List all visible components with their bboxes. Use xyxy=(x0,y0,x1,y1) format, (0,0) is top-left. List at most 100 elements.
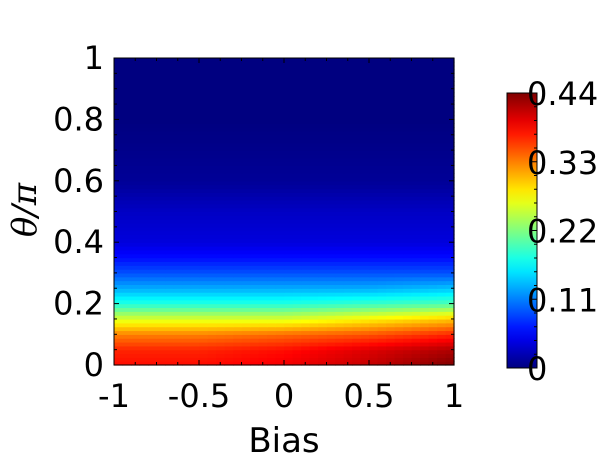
heatmap-cell xyxy=(224,280,234,286)
heatmap-cell xyxy=(309,130,319,136)
heatmap-cell xyxy=(377,334,387,339)
heatmap-cell xyxy=(224,58,234,63)
heatmap-cell xyxy=(437,361,447,366)
heatmap-cell xyxy=(343,272,353,278)
heatmap-cell xyxy=(420,345,430,351)
heatmap-cell xyxy=(165,211,175,216)
heatmap-cell xyxy=(207,261,217,266)
heatmap-cell xyxy=(445,295,455,301)
heatmap-cell xyxy=(343,153,353,159)
heatmap-cell xyxy=(377,292,387,297)
heatmap-cell xyxy=(173,111,183,117)
heatmap-cell xyxy=(386,334,396,339)
heatmap-cell xyxy=(122,104,132,109)
heatmap-cell xyxy=(182,334,192,339)
heatmap-cell xyxy=(241,334,251,339)
heatmap-cell xyxy=(301,330,311,335)
heatmap-cell xyxy=(411,246,421,251)
heatmap-cell xyxy=(343,92,353,97)
heatmap-cell xyxy=(352,100,362,105)
heatmap-cell xyxy=(258,192,268,197)
heatmap-cell xyxy=(428,157,438,163)
heatmap-cell xyxy=(114,215,124,220)
heatmap-cell xyxy=(224,341,234,347)
heatmap-cell xyxy=(394,219,404,224)
heatmap-cell xyxy=(335,203,345,209)
heatmap-cell xyxy=(182,142,192,147)
heatmap-cell xyxy=(360,88,370,94)
heatmap-cell xyxy=(420,165,430,170)
heatmap-cell xyxy=(343,196,353,201)
heatmap-cell xyxy=(267,107,277,113)
heatmap-cell xyxy=(309,349,319,355)
heatmap-cell xyxy=(250,115,260,120)
heatmap-cell xyxy=(139,257,149,262)
heatmap-cell xyxy=(216,130,226,136)
heatmap-cell xyxy=(131,115,141,120)
heatmap-cell xyxy=(420,153,430,159)
heatmap-cell xyxy=(275,288,285,293)
heatmap-cell xyxy=(190,203,200,209)
heatmap-cell xyxy=(190,138,200,144)
heatmap-cell xyxy=(309,165,319,170)
heatmap-cell xyxy=(343,330,353,335)
heatmap-cell xyxy=(360,230,370,236)
heatmap-cell xyxy=(403,226,413,232)
heatmap-cell xyxy=(411,142,421,147)
heatmap-cell xyxy=(352,322,362,328)
heatmap-cell xyxy=(190,276,200,282)
heatmap-cell xyxy=(301,142,311,147)
heatmap-cell xyxy=(156,230,166,236)
heatmap-cell xyxy=(267,180,277,186)
heatmap-cell xyxy=(156,192,166,197)
heatmap-cell xyxy=(139,111,149,117)
heatmap-cell xyxy=(284,249,294,255)
heatmap-cell xyxy=(258,100,268,105)
heatmap-cell xyxy=(445,265,455,270)
heatmap-cell xyxy=(309,318,319,324)
heatmap-cell xyxy=(326,150,336,155)
heatmap-cell xyxy=(326,299,336,305)
heatmap-cell xyxy=(173,280,183,286)
heatmap-cell xyxy=(148,242,158,247)
heatmap-cell xyxy=(428,107,438,113)
heatmap-cell xyxy=(377,326,387,332)
heatmap-cell xyxy=(250,295,260,301)
heatmap-cell xyxy=(301,249,311,255)
heatmap-cell xyxy=(224,315,234,320)
heatmap-cell xyxy=(369,230,379,236)
heatmap-cell xyxy=(428,119,438,124)
heatmap-cell xyxy=(275,96,285,101)
heatmap-cell xyxy=(148,299,158,305)
heatmap-cell xyxy=(309,238,319,243)
heatmap-cell xyxy=(216,307,226,312)
heatmap-cell xyxy=(369,138,379,144)
heatmap-cell xyxy=(139,322,149,328)
heatmap-cell xyxy=(216,115,226,120)
heatmap-cell xyxy=(352,203,362,209)
heatmap-cell xyxy=(156,299,166,305)
heatmap-cell xyxy=(275,330,285,335)
heatmap-cell xyxy=(360,203,370,209)
heatmap-cell xyxy=(241,349,251,355)
heatmap-cell xyxy=(139,196,149,201)
heatmap-cell xyxy=(258,127,268,132)
heatmap-cell xyxy=(114,303,124,309)
heatmap-cell xyxy=(326,353,336,358)
heatmap-cell xyxy=(335,226,345,232)
heatmap-cell xyxy=(233,353,243,358)
heatmap-cell xyxy=(173,265,183,270)
heatmap-cell xyxy=(284,146,294,151)
heatmap-cell xyxy=(301,123,311,128)
heatmap-cell xyxy=(131,180,141,186)
heatmap-cell xyxy=(148,292,158,297)
heatmap-cell xyxy=(267,311,277,316)
heatmap-cell xyxy=(284,265,294,270)
heatmap-cell xyxy=(292,142,302,147)
heatmap-cell xyxy=(139,173,149,178)
heatmap-cell xyxy=(445,111,455,117)
heatmap-cell xyxy=(301,341,311,347)
heatmap-cell xyxy=(131,257,141,262)
heatmap-cell xyxy=(377,199,387,205)
heatmap-cell xyxy=(233,253,243,259)
